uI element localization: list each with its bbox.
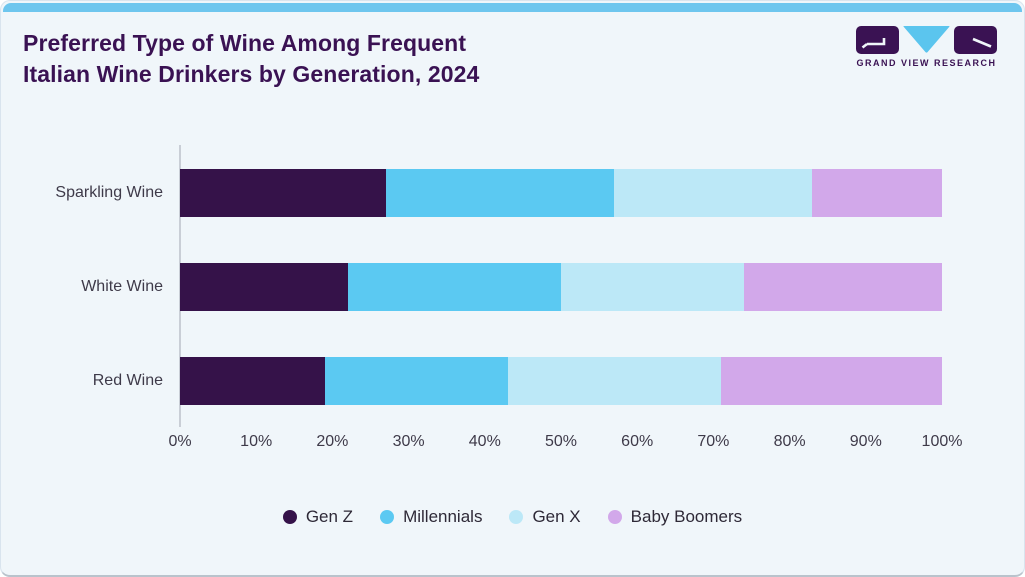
x-tick-label: 70% [697,433,730,450]
gvr-logo: GRAND VIEW RESEARCH [856,26,997,68]
bar-segment-gen-z [180,357,325,405]
x-axis-ticks: 0% 10% 20% 30% 40% 50% 60% 70% 80% 90% 100% [168,433,962,453]
legend-item-gen-z: Gen Z [282,507,354,527]
bar-segment-gen-x [507,357,722,405]
legend-label: Millennials [403,507,483,526]
x-tick-label: 10% [240,433,273,450]
bar-row-red-wine [180,357,942,405]
legend-label: Baby Boomers [630,507,743,526]
legend-swatch [380,510,395,524]
legend-swatch [509,510,524,524]
bar-segment-millennials [347,263,561,311]
x-tick-label: 90% [849,433,882,450]
bar-row-sparkling-wine [180,169,942,217]
gvr-logo-mark [856,26,997,54]
bar-row-white-wine [180,263,942,311]
x-tick-label: 50% [544,433,578,450]
stacked-bar-plot [180,146,942,428]
chart-legend: Gen Z Millennials Gen X Baby Boomers [1,507,1024,527]
legend-item-millennials: Millennials [380,507,482,527]
x-tick-label: 60% [621,433,654,450]
bar-segment-baby-boomers [812,169,942,217]
gvr-logo-text: GRAND VIEW RESEARCH [856,58,997,68]
x-tick-label: 0% [168,433,192,450]
legend-swatch [282,510,297,524]
bar-segment-gen-x [561,263,744,311]
top-accent-bar [3,3,1022,12]
legend-swatch [607,510,622,524]
bar-segment-baby-boomers [743,263,942,311]
x-tick-label: 80% [773,433,806,450]
chart-title-line1: Preferred Type of Wine Among Frequent [23,30,467,56]
x-tick-label: 40% [468,433,501,450]
bar-segment-millennials [385,169,615,217]
legend-item-baby-boomers: Baby Boomers [607,507,743,527]
x-tick-label: 30% [392,433,425,450]
chart-title-line2: Italian Wine Drinkers by Generation, 202… [23,61,480,87]
legend-label: Gen Z [305,507,354,526]
legend-label: Gen X [532,507,581,526]
bar-segment-gen-z [180,169,386,217]
x-tick-label: 100% [921,433,963,450]
chart-title: Preferred Type of Wine Among Frequent It… [23,28,479,90]
bar-segment-gen-z [180,263,348,311]
bar-segment-millennials [324,357,508,405]
category-label: Red Wine [92,372,163,389]
bar-segment-gen-x [614,169,813,217]
legend-item-gen-x: Gen X [509,507,581,527]
x-tick-label: 20% [316,433,349,450]
category-label: Sparkling Wine [55,184,163,201]
bar-segment-baby-boomers [721,357,942,405]
category-label: White Wine [81,278,163,295]
